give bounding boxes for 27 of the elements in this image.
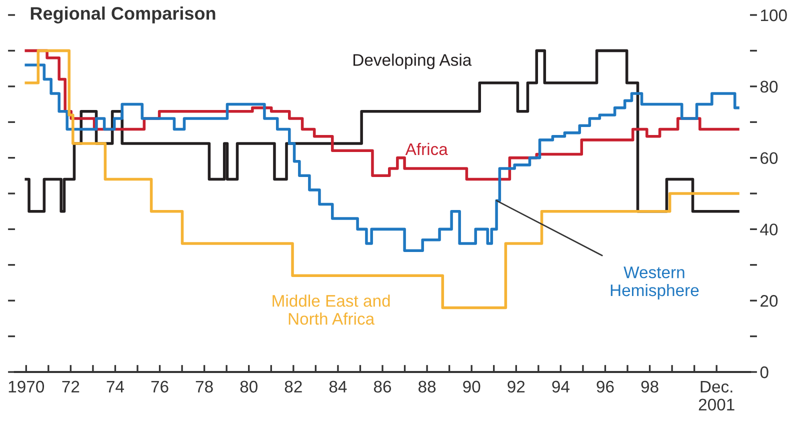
y-tick-label: 40	[760, 224, 778, 236]
x-tick-label: 86	[374, 380, 392, 393]
x-tick-label: 80	[240, 380, 258, 393]
x-tick-label: 88	[418, 380, 436, 393]
x-tick-label: 1970	[8, 380, 44, 393]
x-tick-label: 78	[196, 380, 213, 393]
x-tick-label: 84	[329, 380, 347, 393]
x-tick-label: 74	[106, 380, 124, 392]
y-tick-label: 60	[760, 152, 778, 164]
y-tick-label: 80	[760, 80, 778, 93]
chart-title: Regional Comparison	[30, 6, 216, 24]
series-label: Africa	[405, 142, 448, 156]
text: Western Hemisphere	[610, 266, 699, 300]
x-tick-label: 98	[641, 380, 658, 393]
y-tick-label: 100	[760, 9, 787, 22]
x-tick-label: 72	[62, 380, 80, 392]
y-tick-label: 0	[760, 366, 768, 378]
x-tick-label: 76	[151, 380, 168, 393]
series-label: Middle East and North Africa	[272, 294, 390, 325]
x-tick-label: 82	[284, 380, 302, 393]
x-tick-label: Dec. 2001	[698, 380, 734, 411]
x-tick-label: 92	[508, 380, 525, 393]
y-tick-label: 20	[760, 295, 778, 307]
x-tick-label: 96	[596, 380, 614, 393]
series-label: Developing Asia	[354, 54, 472, 70]
x-tick-label: 94	[552, 380, 570, 393]
x-tick-label: 90	[463, 380, 480, 393]
